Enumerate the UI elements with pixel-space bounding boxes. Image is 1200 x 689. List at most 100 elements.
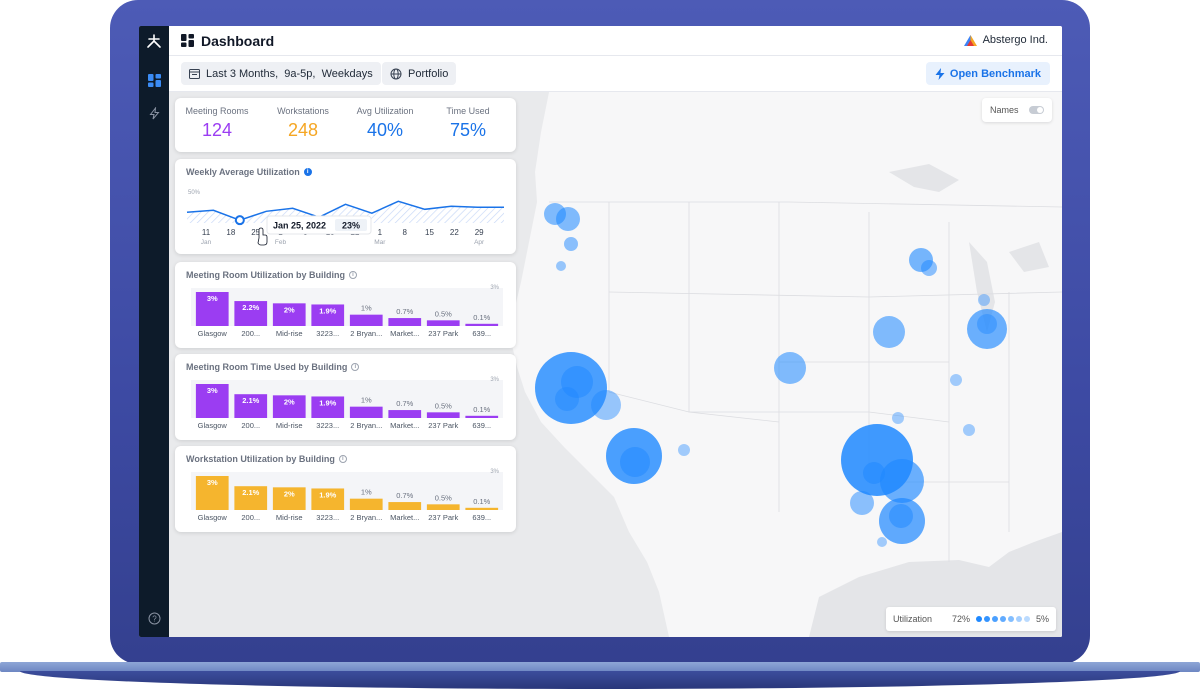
bar-category-label: 237 Park: [428, 513, 458, 522]
toggle-switch-icon[interactable]: [1029, 106, 1044, 114]
bar-category-label: 2 Bryan...: [350, 421, 382, 430]
bar[interactable]: [234, 486, 268, 510]
bar-chart-title: Meeting Room Time Used by Building i: [186, 362, 360, 372]
weekly-line-chart[interactable]: 50% 11Jan18251Feb815221Mar8152229Apr Jan…: [175, 181, 516, 253]
bar[interactable]: [234, 394, 268, 418]
bar[interactable]: [388, 502, 422, 510]
info-icon[interactable]: i: [351, 363, 360, 371]
info-icon[interactable]: i: [338, 455, 347, 463]
y-max-label: 3%: [490, 377, 499, 383]
bar-category-label: Mid-rise: [276, 421, 303, 430]
open-benchmark-button[interactable]: Open Benchmark: [925, 62, 1050, 85]
bar-value-label: 3%: [207, 294, 218, 303]
date-filter-chip[interactable]: Last 3 Months, 9a-5p, Weekdays: [181, 62, 381, 85]
bar-value-label: 1%: [361, 488, 372, 497]
dashboard-nav-icon[interactable]: [145, 71, 163, 89]
y-max-label: 3%: [490, 469, 499, 475]
bar-category-label: 237 Park: [428, 329, 458, 338]
company-switcher[interactable]: Abstergo Ind.: [963, 34, 1048, 46]
bar[interactable]: [234, 301, 268, 326]
app-screen: ? Dashboard Abstergo Ind. Last 3 Months,…: [139, 26, 1062, 637]
bar[interactable]: [272, 395, 306, 418]
bar[interactable]: [426, 504, 460, 510]
x-tick-label: 22: [450, 228, 459, 237]
app-logo-icon[interactable]: [145, 32, 163, 50]
tooltip-value: 23%: [342, 221, 360, 231]
bar-value-label: 1.9%: [319, 398, 336, 407]
stats-card: Meeting Rooms 124 Workstations 248 Avg U…: [175, 98, 516, 152]
bar[interactable]: [426, 320, 460, 326]
bar[interactable]: [272, 487, 306, 510]
bar[interactable]: [311, 488, 345, 510]
bar-value-label: 3%: [207, 386, 218, 395]
bar[interactable]: [465, 415, 499, 418]
bar-value-label: 0.1%: [473, 405, 490, 414]
bar-category-label: 200...: [241, 329, 260, 338]
bar[interactable]: [311, 304, 345, 326]
bar-category-label: 639...: [472, 329, 491, 338]
lightning-nav-icon[interactable]: [145, 104, 163, 122]
portfolio-chip[interactable]: Portfolio: [382, 62, 457, 85]
stat-meeting-rooms[interactable]: Meeting Rooms 124: [177, 106, 257, 141]
x-month-label: Feb: [275, 239, 287, 246]
meeting-room-time-used-chart[interactable]: 3% 3% Glasgow 2.1% 200... 2% Mid-rise 1.9% 3223.…: [175, 370, 516, 442]
legend-min: 5%: [1035, 614, 1049, 624]
stat-value: 124: [201, 120, 233, 140]
bar-category-label: Mid-rise: [276, 513, 303, 522]
names-toggle[interactable]: Names: [982, 98, 1052, 122]
bar-value-label: 1.9%: [319, 306, 336, 315]
bar-value-label: 2%: [284, 305, 295, 314]
stat-time-used[interactable]: Time Used 75%: [428, 106, 508, 141]
bar[interactable]: [272, 303, 306, 326]
names-toggle-label: Names: [990, 105, 1019, 115]
info-icon[interactable]: i: [303, 168, 312, 176]
calendar-icon: [189, 69, 200, 79]
workstation-utilization-card: Workstation Utilization by Building i 3%…: [175, 446, 516, 532]
bar-category-label: Glasgow: [198, 513, 228, 522]
stat-avg-utilization[interactable]: Avg Utilization 40%: [345, 106, 425, 141]
bar[interactable]: [388, 410, 422, 418]
stat-workstations[interactable]: Workstations 248: [263, 106, 343, 141]
bar-category-label: 2 Bryan...: [350, 329, 382, 338]
bar[interactable]: [426, 412, 460, 418]
filter-toolbar: Last 3 Months, 9a-5p, Weekdays Portfolio…: [169, 56, 1062, 92]
y-axis-label: 50%: [188, 190, 201, 196]
workstation-utilization-chart[interactable]: 3% 3% Glasgow 2.1% 200... 2% Mid-rise 1.9% 3223.…: [175, 462, 516, 534]
bar-value-label: 1%: [361, 304, 372, 313]
legend-max: 72%: [951, 614, 970, 624]
bar-value-label: 0.7%: [396, 399, 413, 408]
x-month-label: Jan: [201, 239, 212, 246]
bar-category-label: 200...: [241, 513, 260, 522]
line-tooltip: Jan 25, 2022 23%: [266, 215, 372, 235]
bar-category-label: 639...: [472, 513, 491, 522]
stat-value: 40%: [366, 120, 404, 140]
weekly-utilization-card: Weekly Average Utilization i 50% 11 Jan 18…: [175, 159, 516, 254]
line-point[interactable]: [234, 215, 245, 226]
bar[interactable]: [349, 406, 383, 418]
bar[interactable]: [311, 396, 345, 418]
bar[interactable]: [349, 498, 383, 510]
x-tick-label: 15: [425, 228, 434, 237]
bar-value-label: 0.1%: [473, 497, 490, 506]
legend-scale-dots: [975, 616, 1030, 622]
bar-category-label: 3223...: [316, 513, 339, 522]
bar[interactable]: [195, 292, 229, 326]
bar[interactable]: [465, 507, 499, 510]
info-icon[interactable]: i: [349, 271, 357, 279]
bar-value-label: 0.5%: [435, 309, 452, 318]
bar-category-label: 639...: [472, 421, 491, 430]
bar[interactable]: [388, 318, 422, 326]
bar-value-label: 2.2%: [242, 303, 259, 312]
dashboard-icon: [181, 34, 194, 47]
bar[interactable]: [349, 314, 383, 326]
meeting-room-utilization-chart[interactable]: 3% 3% Glasgow 2.2% 200... 2% Mid-rise 1.9% 3223.…: [175, 278, 516, 350]
bar-category-label: 200...: [241, 421, 260, 430]
x-tick-label: 29: [475, 228, 484, 237]
bar[interactable]: [195, 476, 229, 510]
bar[interactable]: [195, 384, 229, 418]
help-icon[interactable]: ?: [145, 609, 163, 627]
portfolio-label: Portfolio: [408, 67, 449, 80]
weekly-title: Weekly Average Utilization i: [186, 167, 312, 177]
bar[interactable]: [465, 323, 499, 326]
stat-label: Time Used: [446, 106, 490, 116]
